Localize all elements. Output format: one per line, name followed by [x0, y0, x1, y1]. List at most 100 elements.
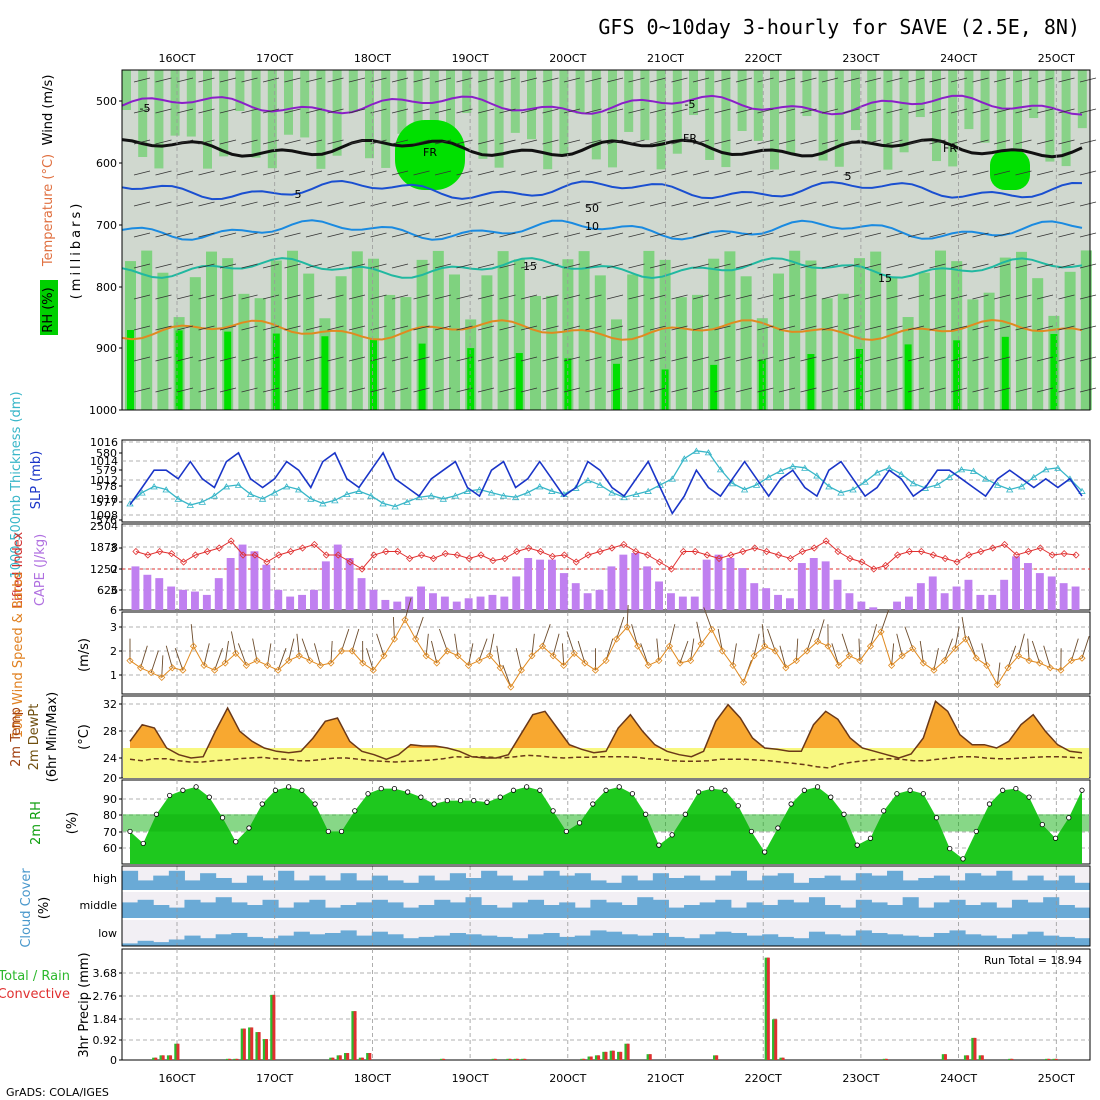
cloud-bar: [949, 930, 966, 946]
precip-total-bar: [255, 1032, 260, 1060]
rh-point: [576, 820, 583, 826]
bottom-date-label: 25OCT: [1038, 1072, 1075, 1085]
cape-bar: [274, 589, 283, 610]
cloud-bar: [637, 880, 654, 890]
wind-barb: [176, 201, 194, 207]
rh-band-high: [370, 339, 377, 410]
wind-barb: [972, 356, 989, 362]
y-tick-label: 3: [110, 621, 117, 634]
rh-point: [444, 797, 450, 804]
li-point: [715, 554, 723, 563]
wind-barb: [757, 325, 774, 331]
wind-barb: [757, 201, 774, 207]
rh-band-top: [980, 70, 990, 143]
wind-barb: [649, 232, 667, 238]
cloud-bar: [184, 880, 201, 890]
rh-band-top: [834, 70, 844, 167]
wind-barb: [520, 325, 538, 331]
y-tick-label: 3.68: [93, 967, 118, 980]
rh-point: [682, 811, 688, 817]
li-point: [905, 547, 914, 556]
wind-barb: [735, 232, 753, 238]
cape-bar: [393, 601, 402, 610]
rh-point: [986, 801, 993, 807]
li-point: [465, 554, 473, 563]
wind-speed-point: [179, 666, 187, 674]
precip-conv-bar: [973, 1037, 977, 1060]
cape-bar: [429, 593, 437, 610]
rh-band-bottom: [400, 297, 412, 410]
rh-band-top: [251, 70, 261, 158]
wind-barb: [671, 356, 688, 362]
wind-barb: [520, 294, 538, 300]
cloud-bar: [699, 934, 716, 946]
precip-conv-bar: [715, 1055, 719, 1060]
wind-barb: [649, 201, 667, 207]
wind-speed-point: [137, 664, 145, 672]
wind-barb: [327, 387, 344, 393]
wind-barb: [778, 232, 796, 238]
wind-barb: [563, 77, 581, 83]
wind-barb: [305, 108, 323, 114]
wind-barb: [907, 170, 925, 176]
wind-barb: [563, 387, 581, 393]
cloud-bar: [465, 897, 482, 918]
wind-barb: [1079, 201, 1097, 207]
li-point: [287, 547, 295, 556]
wind-barb: [929, 170, 946, 176]
wind-barb: [692, 139, 710, 145]
surface-wind-barb: [831, 643, 840, 666]
wind-barb: [1058, 325, 1075, 331]
li-point: [1036, 544, 1044, 552]
wind-barb: [950, 108, 968, 114]
precip-conv-bar: [1054, 1058, 1058, 1060]
surface-wind-barb: [165, 645, 173, 668]
thickness-point: [1005, 486, 1014, 493]
cloud-bar: [824, 875, 841, 890]
y-tick-label: 28: [103, 725, 117, 738]
wind-barb: [1079, 77, 1097, 83]
wind-barb: [735, 356, 753, 362]
wind-barb: [305, 170, 323, 176]
wind-barb: [692, 263, 710, 269]
cloud-bar: [559, 936, 576, 946]
rh-band-bottom: [254, 298, 266, 410]
y-tick-label: 20: [103, 772, 117, 785]
cloud-bar: [746, 880, 763, 890]
wind-barb: [757, 294, 774, 300]
wind-barb: [886, 294, 903, 300]
wind-barb: [413, 139, 430, 145]
cloud-bar: [527, 934, 545, 946]
footer: GrADS: COLA/IGES: [6, 1086, 109, 1099]
wind-barb: [972, 201, 989, 207]
wind-barb: [198, 294, 215, 300]
wind-barb: [284, 108, 301, 114]
li-point: [536, 547, 545, 556]
li-point: [298, 544, 307, 552]
cloud-bar: [481, 935, 498, 946]
wind-barb: [993, 108, 1011, 114]
precip-total-bar: [971, 1037, 976, 1060]
rh-band-top: [640, 70, 650, 141]
wind-speed-point: [517, 666, 525, 674]
li-point: [739, 547, 747, 556]
surface-wind-barb: [431, 640, 438, 664]
wind-barb: [176, 325, 194, 331]
rh-point: [1079, 787, 1085, 793]
wind-barb: [735, 263, 753, 269]
wind-barb: [585, 263, 602, 269]
rh-band-top: [559, 70, 569, 155]
surface-wind-barb: [296, 633, 300, 656]
cloud-bar: [496, 875, 513, 890]
thickness-point: [451, 492, 460, 499]
precip-total-bar: [882, 1058, 887, 1060]
wind-barb: [757, 387, 774, 393]
cloud-bar: [574, 935, 591, 946]
y-tick-label: 3: [110, 584, 117, 597]
surface-wind-barb: [919, 640, 924, 664]
wind-barb: [370, 201, 387, 207]
li-point: [632, 547, 640, 556]
wind-barb: [1015, 294, 1032, 300]
wind-barb: [778, 356, 796, 362]
